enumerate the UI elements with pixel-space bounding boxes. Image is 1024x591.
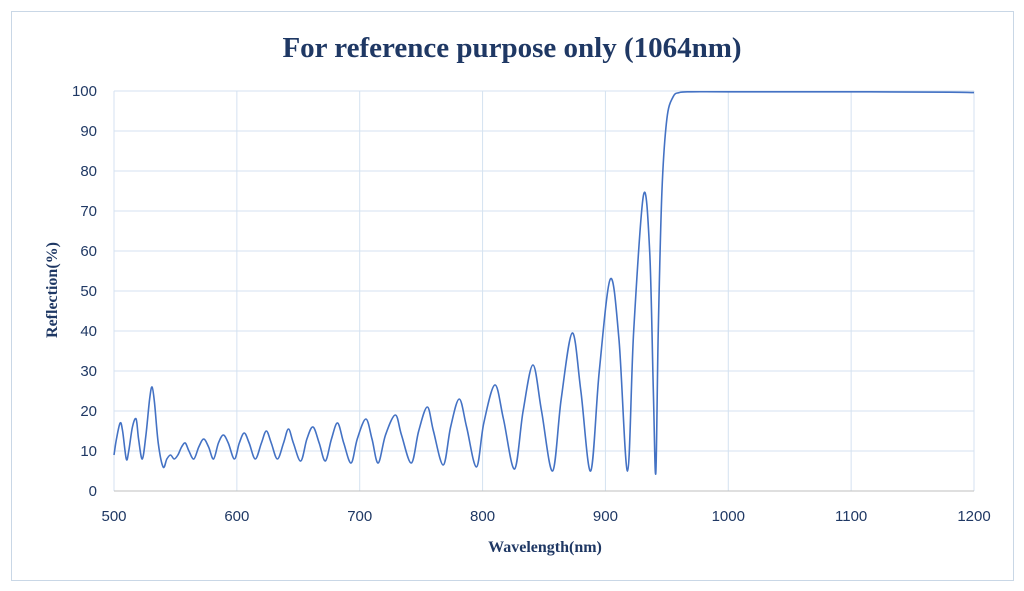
x-tick-label: 700 xyxy=(347,508,372,525)
y-tick-label: 60 xyxy=(80,243,97,260)
y-tick-label: 30 xyxy=(80,363,97,380)
x-axis-label: Wavelength(nm) xyxy=(488,539,602,556)
y-tick-label: 90 xyxy=(80,123,97,140)
series-layer xyxy=(113,90,975,475)
y-tick-label: 40 xyxy=(80,323,97,340)
x-tick-label: 500 xyxy=(101,508,126,525)
grid xyxy=(113,90,975,491)
axes: 0 10 20 30 40 50 60 70 80 90 100 500 600 700 800 900 100… xyxy=(72,83,991,525)
y-tick-label: 100 xyxy=(72,83,97,100)
y-tick-label: 0 xyxy=(89,483,97,500)
x-tick-label: 1000 xyxy=(712,508,745,525)
x-tick-label: 900 xyxy=(593,508,618,525)
reflection-series-line xyxy=(113,90,975,475)
x-tick-label: 800 xyxy=(470,508,495,525)
y-tick-label: 70 xyxy=(80,203,97,220)
x-tick-label: 600 xyxy=(224,508,249,525)
chart-title: For reference purpose only (1064nm) xyxy=(282,32,741,64)
x-tick-label: 1200 xyxy=(957,508,990,525)
y-tick-label: 10 xyxy=(80,443,97,460)
y-axis-label: Reflection(%) xyxy=(44,242,61,338)
x-tick-label: 1100 xyxy=(835,508,867,525)
y-tick-label: 50 xyxy=(80,283,97,300)
y-tick-label: 20 xyxy=(80,403,97,420)
y-tick-label: 80 xyxy=(80,163,97,180)
chart-frame xyxy=(11,11,1014,581)
